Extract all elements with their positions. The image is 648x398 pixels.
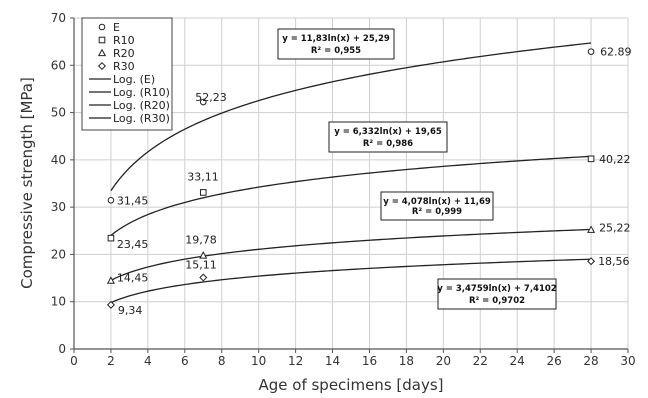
r-squared-text: R² = 0,955 <box>311 46 361 56</box>
data-label-e: 62.89 <box>600 46 632 59</box>
x-tick-label: 4 <box>144 354 152 368</box>
x-tick-label: 14 <box>325 354 340 368</box>
data-label-r10: 33,11 <box>187 170 219 183</box>
x-tick-label: 8 <box>218 354 226 368</box>
data-point-r10 <box>107 234 115 242</box>
data-label-r20: 19,78 <box>185 233 217 246</box>
data-labels: 31,45 52,23 62.89 23,45 33,11 40,22 14,45 19,78… <box>117 46 632 317</box>
equation-box-r20 <box>380 191 494 221</box>
legend-label-fit-r30: Log. (R30) <box>113 112 170 125</box>
equation-text: y = 6,332ln(x) + 19,65 <box>334 127 442 137</box>
legend-marker-r30 <box>97 61 107 71</box>
data-point-r30 <box>587 257 596 266</box>
tick-labels: 0 2 4 6 8 10 12 14 16 18 20 22 24 26 28 300102030405060… <box>51 11 636 368</box>
y-tick-label: 40 <box>51 153 66 167</box>
legend-label-fit-r20: Log. (R20) <box>113 99 170 112</box>
data-label-r20: 14,45 <box>117 272 149 285</box>
equation-box-e <box>277 28 395 60</box>
legend-label-fit-e: Log. (E) <box>113 73 155 86</box>
data-point-e <box>199 98 207 106</box>
data-label-r30: 9,34 <box>118 304 143 317</box>
data-label-r30: 15,11 <box>185 259 217 272</box>
y-tick-label: 10 <box>51 295 66 309</box>
x-tick-label: 24 <box>510 354 525 368</box>
x-tick-label: 26 <box>546 354 561 368</box>
legend-marker-e <box>98 23 106 31</box>
y-tick-label: 70 <box>51 11 66 25</box>
data-label-e: 52,23 <box>195 91 227 104</box>
x-tick-label: 22 <box>473 354 488 368</box>
legend-label-r20: R20 <box>113 47 135 60</box>
data-point-r20 <box>587 225 596 233</box>
y-tick-label: 30 <box>51 200 66 214</box>
data-label-r30: 18,56 <box>598 255 630 268</box>
legend-marker-r10 <box>98 36 106 44</box>
x-tick-label: 28 <box>583 354 598 368</box>
x-tick-label: 30 <box>620 354 635 368</box>
data-point-r20 <box>199 251 208 259</box>
equation-box-r30 <box>437 278 557 310</box>
y-tick-label: 50 <box>51 106 66 120</box>
data-point-r10 <box>199 189 207 196</box>
y-tick-label: 0 <box>58 342 66 356</box>
trendline-r10 <box>110 155 592 236</box>
y-tick-label: 60 <box>51 58 66 72</box>
data-label-r10: 23,45 <box>117 238 149 251</box>
equation-box-r10 <box>328 121 448 153</box>
legend-label-r30: R30 <box>113 60 135 73</box>
data-point-r30 <box>106 300 115 309</box>
data-label-r10: 40,22 <box>599 153 631 166</box>
y-axis-title: Compressive strength [MPa] <box>18 77 36 289</box>
x-tick-label: 10 <box>251 354 266 368</box>
legend-label-fit-r10: Log. (R10) <box>113 86 170 99</box>
legend-label-e: E <box>113 21 120 34</box>
x-tick-label: 16 <box>362 354 377 368</box>
equation-text: y = 3,4759ln(x) + 7,4102 <box>437 284 557 294</box>
x-tick-label: 2 <box>107 354 115 368</box>
data-point-r20 <box>106 276 115 284</box>
axes <box>70 17 629 353</box>
r-squared-text: R² = 0,999 <box>412 207 462 217</box>
legend-marker-r20 <box>97 48 107 57</box>
trendline-r30 <box>110 258 592 304</box>
equation-boxes: y = 11,83ln(x) + 25,29 R² = 0,955 y = 6,33… <box>277 28 557 310</box>
data-point-r30 <box>199 273 208 282</box>
legend-label-r10: R10 <box>113 34 135 47</box>
data-point-r10 <box>587 155 595 163</box>
data-label-e: 31,45 <box>117 194 149 207</box>
trendline-r20 <box>110 228 592 281</box>
x-tick-label: 20 <box>436 354 451 368</box>
data-label-r20: 25,22 <box>599 222 631 235</box>
x-tick-label: 18 <box>399 354 414 368</box>
trendlines <box>110 42 592 304</box>
r-squared-text: R² = 0,9702 <box>469 296 525 306</box>
x-tick-label: 12 <box>288 354 303 368</box>
data-point-e <box>587 48 595 55</box>
x-tick-label: 6 <box>181 354 189 368</box>
equation-text: y = 11,83ln(x) + 25,29 <box>282 34 390 44</box>
data-points <box>106 48 596 309</box>
trendline-e <box>110 42 592 192</box>
legend-box <box>81 17 173 131</box>
y-tick-label: 20 <box>51 247 66 261</box>
data-point-e <box>107 196 115 204</box>
x-axis-title: Age of specimens [days] <box>258 376 443 394</box>
x-tick-label: 0 <box>70 354 78 368</box>
equation-text: y = 4,078ln(x) + 11,69 <box>383 197 491 207</box>
r-squared-text: R² = 0,986 <box>363 139 413 149</box>
